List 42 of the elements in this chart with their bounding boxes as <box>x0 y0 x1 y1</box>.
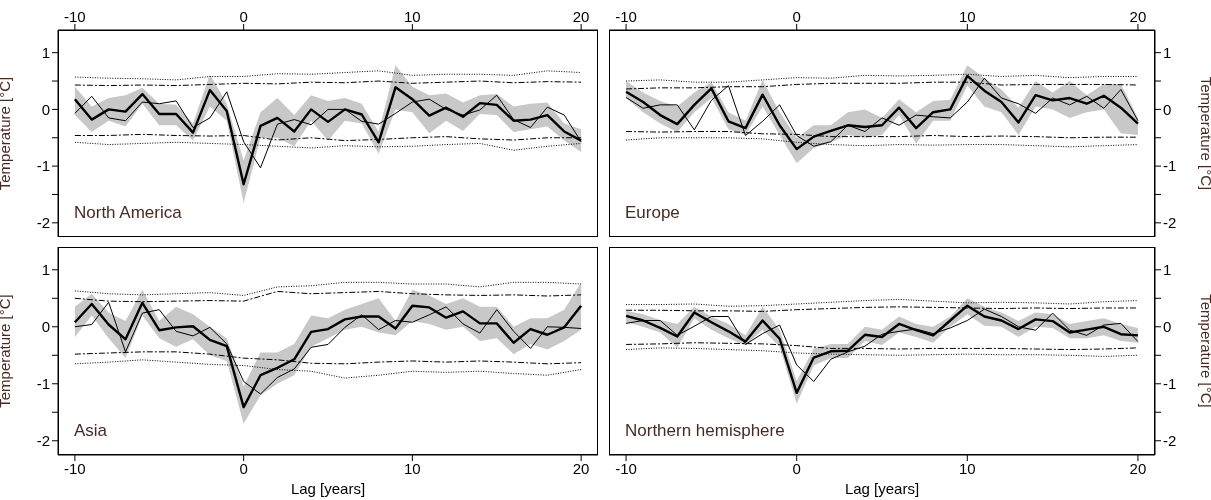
x2-tick-label: -10 <box>615 8 637 25</box>
x-axis-title: Lag [years] <box>290 480 366 497</box>
x2-tick-label: 0 <box>239 8 248 25</box>
y2-axis-title: Temperature [°C] <box>1197 294 1211 408</box>
x-tick-label: -10 <box>615 459 637 477</box>
x2-tick-label: 20 <box>1129 8 1147 25</box>
y2-tick-label: 0 <box>1163 318 1172 336</box>
x-tick-label: 0 <box>239 459 248 477</box>
x-tick-label: 0 <box>792 459 801 477</box>
x-tick-label: 20 <box>1129 459 1147 477</box>
x-axis-title: Lag [years] <box>844 480 920 497</box>
y2-tick-label: 1 <box>1163 261 1172 279</box>
y-tick-label: -1 <box>36 375 50 393</box>
text: Asia <box>74 421 108 441</box>
y-tick-label: 1 <box>41 44 50 62</box>
y2-tick-label: -1 <box>1163 375 1177 393</box>
x-tick-label: 10 <box>404 459 421 477</box>
y-tick-label: -2 <box>36 432 50 450</box>
x-tick-label: 10 <box>958 459 976 477</box>
y-tick-label: 1 <box>41 261 50 279</box>
y2-tick-label: -2 <box>1163 432 1177 450</box>
text: Europe <box>625 203 680 223</box>
y-axis-title: Temperature [°C] <box>0 76 14 191</box>
y-tick-label: 0 <box>41 100 50 118</box>
x-tick-label: 20 <box>572 459 590 477</box>
y2-tick-label: -2 <box>1163 214 1177 232</box>
text: Northern hemisphere <box>625 421 785 441</box>
x2-tick-label: 20 <box>572 8 590 25</box>
x2-tick-label: 0 <box>792 8 801 25</box>
x2-tick-label: -10 <box>64 8 86 25</box>
y2-tick-label: -1 <box>1163 157 1177 175</box>
y-axis-title: Temperature [°C] <box>0 294 14 408</box>
x-tick-label: -10 <box>64 459 86 477</box>
y2-tick-label: 1 <box>1163 44 1172 62</box>
y2-axis-title: Temperature [°C] <box>1197 76 1211 191</box>
y-tick-label: 0 <box>41 318 50 336</box>
text: North America <box>74 203 182 223</box>
y-tick-label: -1 <box>36 157 50 175</box>
x2-tick-label: 10 <box>404 8 421 25</box>
x2-tick-label: 10 <box>958 8 976 25</box>
y-tick-label: -2 <box>36 214 50 232</box>
y2-tick-label: 0 <box>1163 100 1172 118</box>
